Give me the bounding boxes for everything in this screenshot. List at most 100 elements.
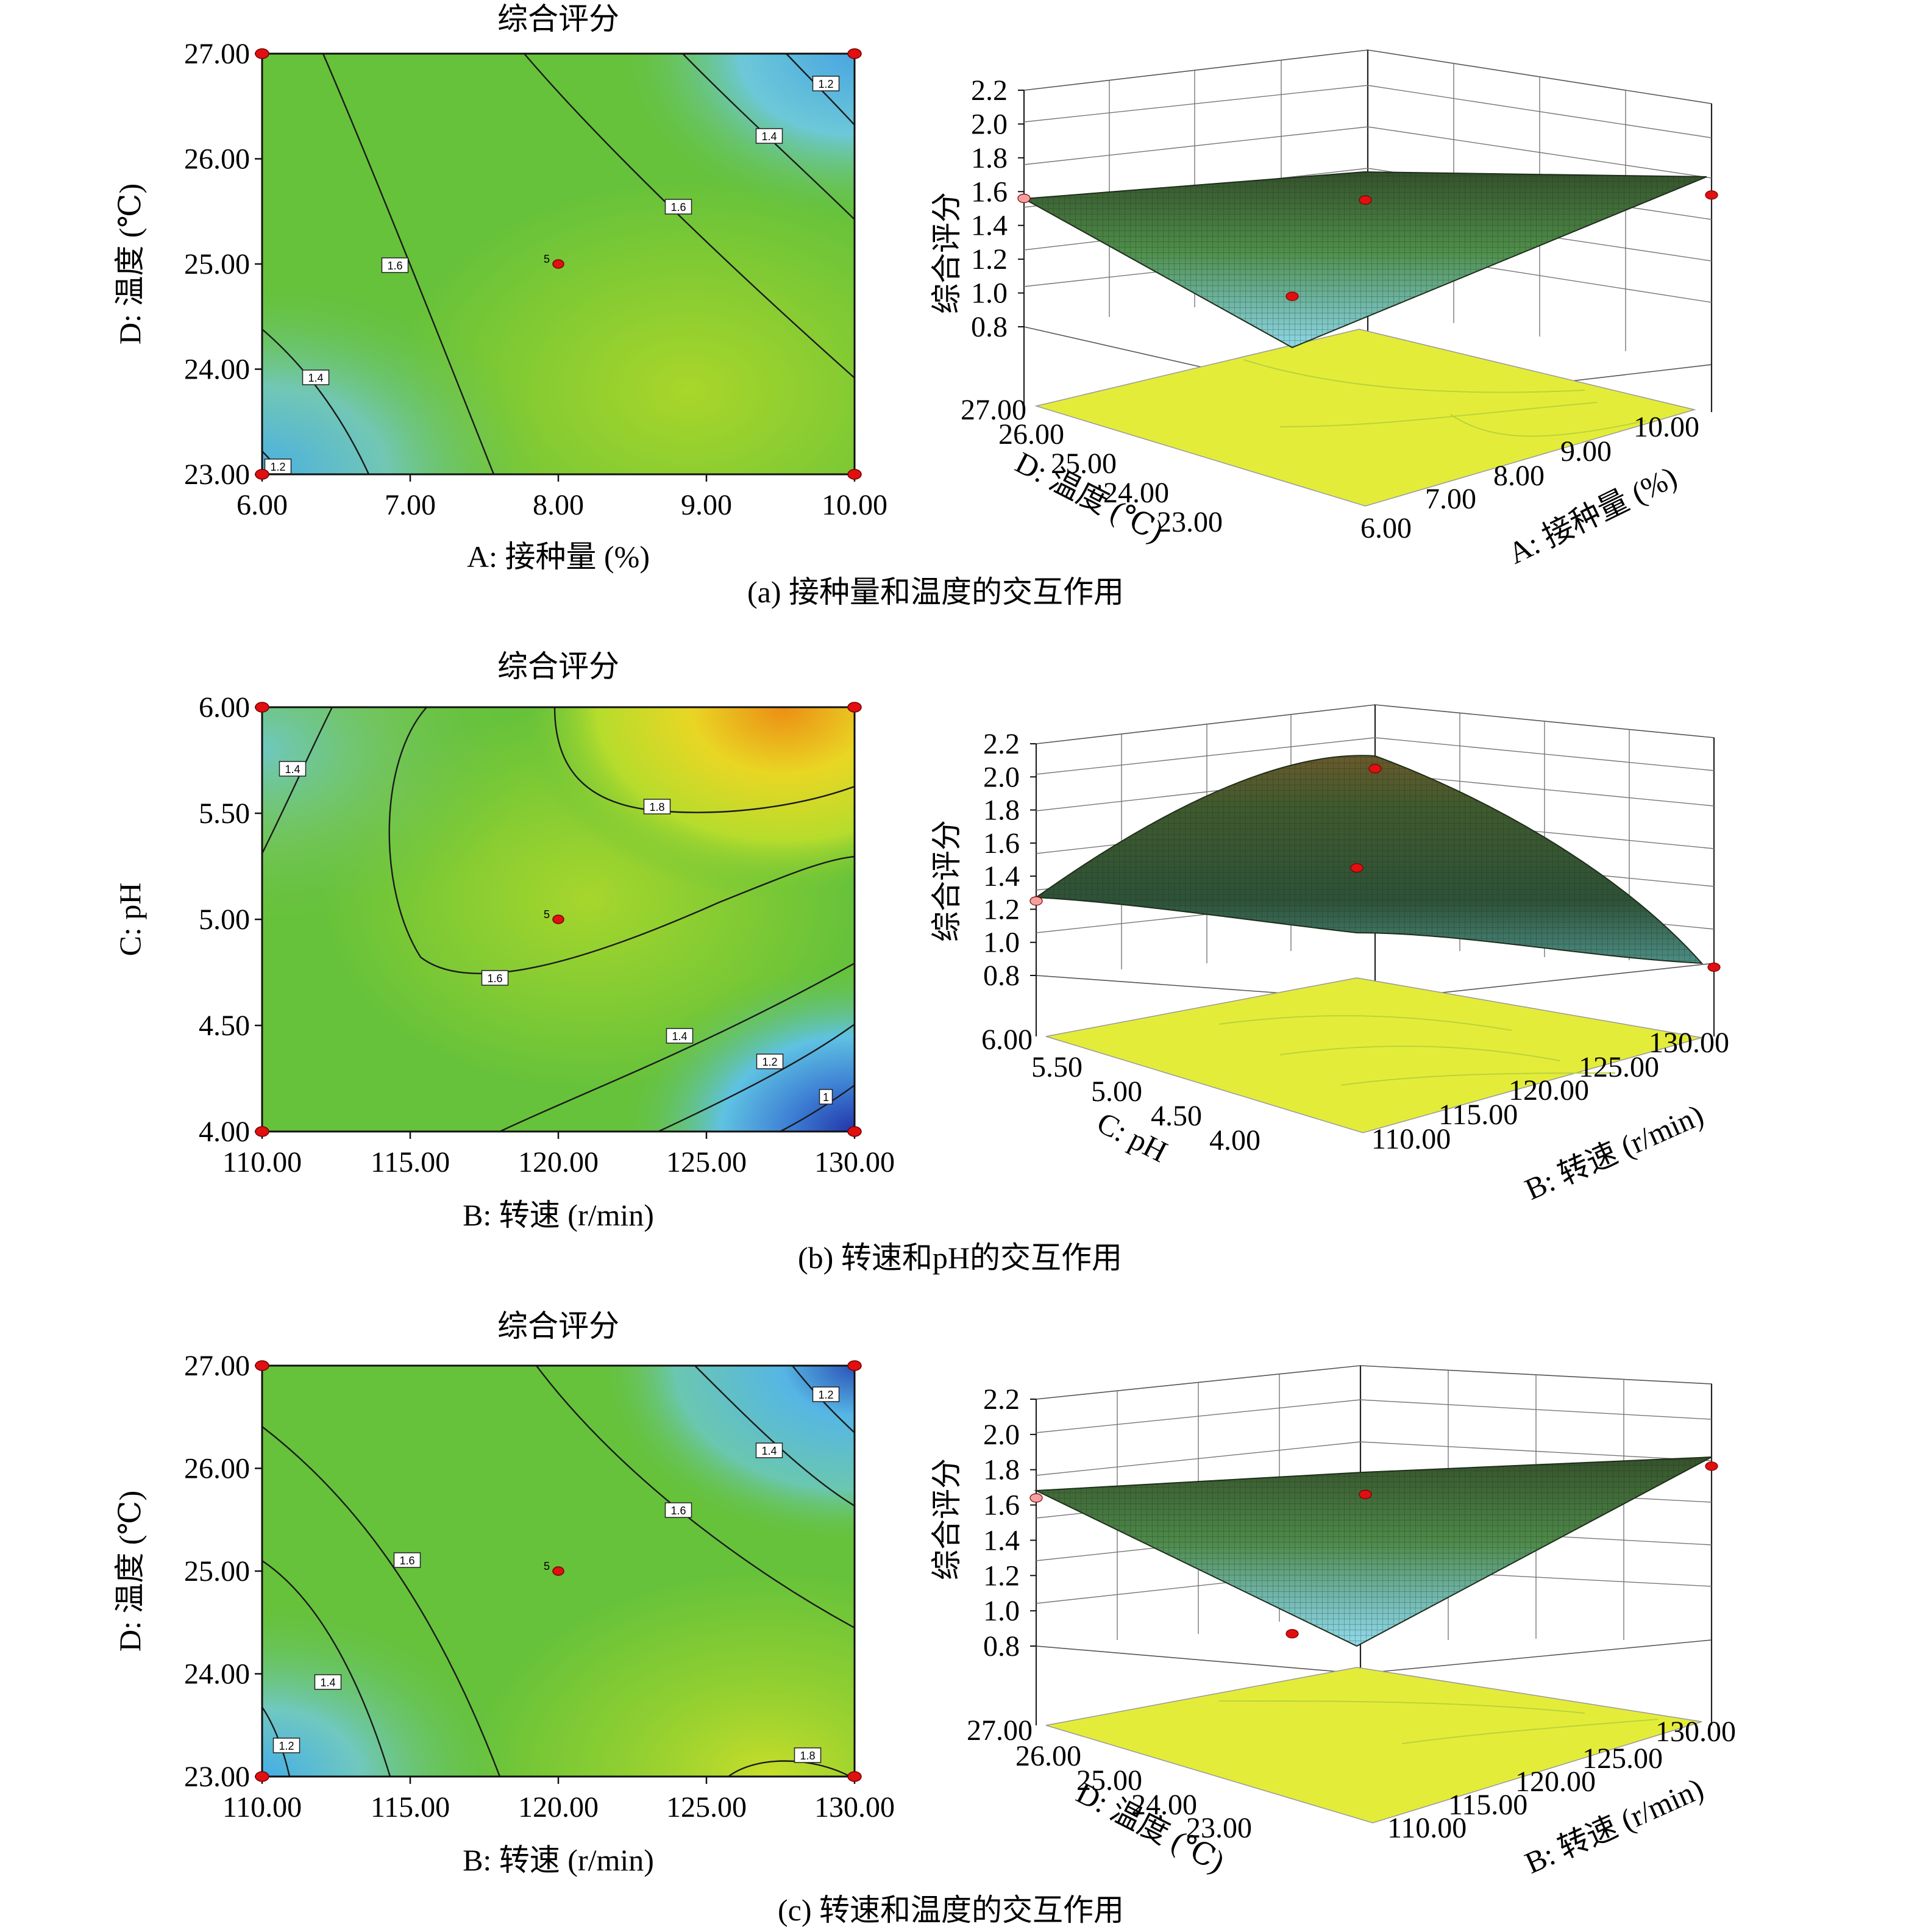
surface-x-tick-c: 130.00 [1655,1716,1736,1748]
surface-floor-a [1034,329,1696,507]
y-tick-label-a: 25.00 [184,248,250,280]
z-tick-label-c: 2.2 [983,1383,1020,1416]
center-count-label-a: 5 [544,253,550,265]
x-tick-label-b: 110.00 [222,1146,302,1178]
z-tick-label-a: 2.0 [971,108,1008,140]
z-tick-label-c: 1.8 [983,1454,1020,1486]
contour-label-b: 1.4 [279,761,307,777]
x-tick-label-c: 115.00 [371,1791,450,1823]
design-point-b [847,702,862,713]
surface-design-point-a [1359,195,1372,205]
surface-design-point-a [1017,193,1031,203]
surface-design-point-b [1368,764,1382,774]
z-tick-label-c: 1.4 [983,1524,1020,1556]
contour-label-c: 1.2 [812,1386,840,1402]
contour-label-c: 1.8 [794,1747,822,1763]
svg-text:1.4: 1.4 [320,1677,335,1689]
y-tick-label-b: 6.00 [199,691,250,724]
x-tick-label-b: 130.00 [814,1146,895,1178]
surface-x-tick-b: 115.00 [1438,1099,1518,1131]
svg-text:1.2: 1.2 [818,1389,833,1401]
contour-title-c: 综合评分 [497,1309,619,1343]
z-axis-label-b: 综合评分 [930,820,964,942]
svg-text:1.4: 1.4 [285,763,300,775]
surface-design-point-a [1705,190,1718,200]
x-tick-label-c: 130.00 [814,1791,895,1823]
surface-y-tick-b: 5.50 [1031,1051,1083,1083]
x-axis-label-c: B: 转速 (r/min) [463,1843,654,1877]
svg-text:1.8: 1.8 [800,1750,815,1762]
surface-y-tick-a: 23.00 [1157,506,1223,538]
surface-y-tick-c: 24.00 [1131,1789,1197,1821]
z-tick-label-a: 2.2 [971,74,1008,107]
contour-label-b: 1.2 [756,1053,784,1069]
svg-text:1.6: 1.6 [399,1555,414,1567]
center-count-label-c: 5 [544,1560,550,1572]
y-axis-label-b: C: pH [113,883,147,957]
caption-a: (a) 接种量和温度的交互作用 [747,575,1124,609]
surface-y-tick-a: 27.00 [961,394,1026,426]
x-tick-label-b: 125.00 [666,1146,747,1178]
center-point-c [552,1566,564,1576]
z-tick-label-a: 1.0 [971,277,1008,310]
surface-x-label-b: B: 转速 (r/min) [1520,1097,1708,1207]
y-tick-label-c: 24.00 [184,1658,250,1691]
surface-design-point-c [1705,1461,1718,1471]
x-tick-label-b: 120.00 [518,1146,599,1178]
y-tick-label-c: 26.00 [184,1453,250,1485]
design-point-b [255,702,269,713]
panel-c: 综合评分 1.21.41.61.61.41.21.8 110.00 115.00 1… [113,1309,1736,1927]
caption-b: (b) 转速和pH的交互作用 [798,1241,1122,1275]
design-point-a [847,469,862,480]
surface-y-tick-a: 26.00 [998,418,1064,451]
z-tick-label-b: 2.0 [983,761,1020,793]
x-axis-label-a: A: 接种量 (%) [467,540,650,574]
x-axis-label-b: B: 转速 (r/min) [463,1198,654,1232]
y-tick-label-a: 27.00 [184,38,250,70]
z-tick-label-c: 1.6 [983,1489,1020,1522]
z-tick-label-c: 0.8 [983,1630,1020,1663]
x-tick-label-a: 9.00 [681,489,732,521]
surface-y-tick-b: 6.00 [981,1024,1033,1056]
z-tick-label-a: 1.2 [971,243,1008,276]
z-tick-label-c: 1.2 [983,1560,1020,1592]
svg-text:1.6: 1.6 [487,972,502,985]
surface-y-tick-c: 26.00 [1015,1740,1081,1772]
x-tick-label-b: 115.00 [371,1146,450,1178]
z-tick-label-a: 1.8 [971,142,1008,174]
panel-a: 综合评分 1.21.41.61.61.41.2 6.00 7.00 8.00 9.00… [113,2,1718,609]
svg-text:1.2: 1.2 [270,461,285,473]
surface-design-point-b [1707,962,1721,972]
z-tick-label-b: 1.4 [983,860,1020,893]
svg-text:1: 1 [823,1091,829,1103]
x-tick-label-a: 7.00 [385,489,436,521]
svg-text:1.6: 1.6 [387,260,402,272]
contour-label-a: 1.4 [302,369,330,385]
design-point-b [255,1126,269,1137]
surface-x-tick-c: 110.00 [1387,1812,1467,1844]
surface-mesh-b [1034,755,1704,964]
y-tick-label-b: 5.50 [199,797,250,830]
surface-design-point-b [1029,896,1043,906]
z-tick-label-b: 1.0 [983,927,1020,959]
x-tick-label-a: 8.00 [533,489,584,521]
surface-x-tick-a: 9.00 [1560,435,1612,468]
surface-y-tick-a: 24.00 [1103,477,1169,509]
y-tick-label-b: 5.00 [199,904,250,936]
surface-y-tick-b: 5.00 [1091,1075,1142,1108]
design-point-c [255,1360,269,1371]
surface-design-point-c [1359,1489,1372,1499]
y-tick-label-b: 4.00 [199,1116,250,1148]
surface-design-point-c [1029,1493,1043,1503]
z-tick-label-b: 0.8 [983,960,1020,992]
surface-mesh-a [1022,171,1707,349]
z-tick-label-b: 1.6 [983,827,1020,860]
y-axis-label-c: D: 温度 (℃) [113,1491,147,1652]
y-tick-label-c: 25.00 [184,1555,250,1588]
contour-label-b: 1.4 [666,1028,694,1044]
caption-c: (c) 转速和温度的交互作用 [778,1893,1124,1927]
y-tick-label-a: 23.00 [184,458,250,491]
surface-x-tick-b: 125.00 [1579,1051,1659,1083]
svg-text:1.4: 1.4 [761,1445,777,1457]
design-point-a [255,48,269,59]
